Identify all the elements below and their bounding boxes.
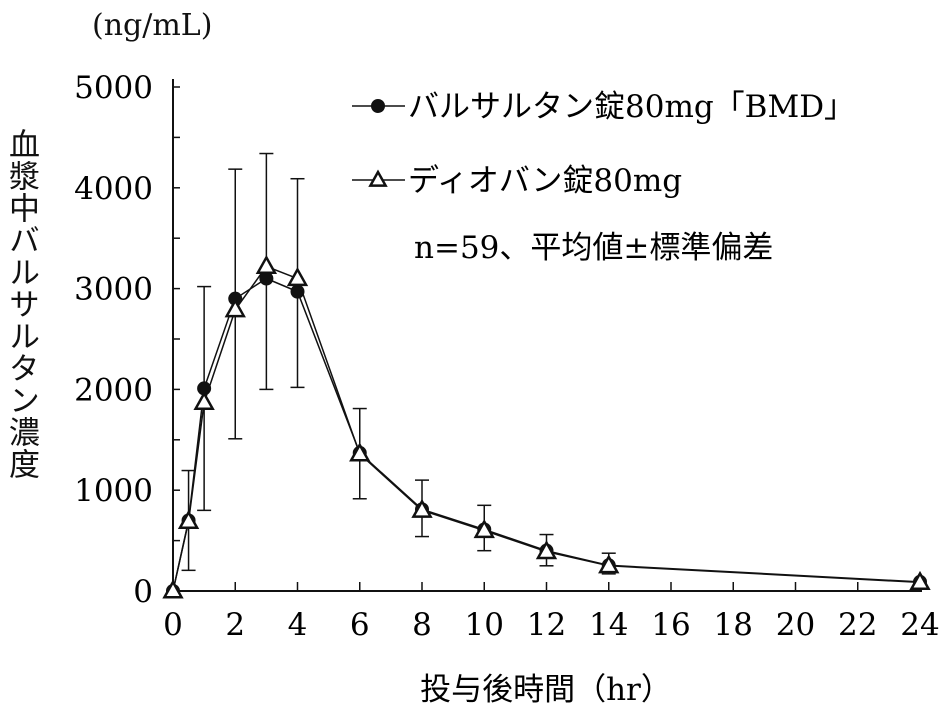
data-point-triangle	[473, 518, 495, 539]
x-tick-label: 22	[838, 607, 877, 643]
data-point-triangle	[162, 579, 184, 599]
x-tick-label: 10	[465, 607, 504, 643]
y-tick-label: 3000	[74, 272, 153, 308]
x-tick-label: 12	[527, 607, 566, 643]
x-axis-label: 投与後時間（hr）	[420, 672, 672, 708]
legend-label: バルサルタン錠80mg「BMD」	[408, 89, 855, 125]
data-point-triangle	[193, 390, 215, 411]
data-point-triangle	[255, 254, 278, 274]
x-tick-label: 18	[714, 607, 753, 643]
data-point-triangle	[177, 509, 200, 529]
data-point-triangle	[598, 554, 620, 574]
series-line-1	[172, 277, 921, 592]
data-point-triangle	[535, 540, 558, 560]
x-tick-label: 14	[589, 607, 628, 643]
x-tick-label: 24	[900, 607, 939, 643]
x-tick-label: 16	[651, 607, 690, 643]
legend-marker-circle	[371, 99, 385, 113]
series-line-2	[172, 265, 921, 592]
y-tick-label: 0	[133, 574, 153, 610]
y-axis-unit: (ng/mL)	[92, 8, 213, 43]
data-point-circle	[259, 271, 274, 286]
data-point-triangle	[286, 266, 309, 287]
y-tick-label: 1000	[74, 473, 153, 509]
data-point-triangle	[224, 298, 246, 318]
legend-label: ディオバン錠80mg	[408, 163, 682, 199]
x-tick-label: 20	[776, 607, 815, 643]
x-tick-label: 6	[350, 607, 370, 643]
data-point-triangle	[411, 498, 433, 518]
x-tick-label: 0	[163, 607, 183, 643]
x-tick-label: 2	[225, 607, 245, 643]
x-tick-label: 4	[288, 607, 308, 643]
data-point-triangle	[909, 570, 931, 590]
data-point-triangle	[349, 442, 371, 462]
y-tick-label: 2000	[74, 372, 153, 408]
y-tick-label: 4000	[74, 171, 153, 207]
x-tick-label: 8	[412, 607, 432, 643]
legend-marker-triangle	[368, 169, 388, 187]
annotation-text: n=59、平均値±標準偏差	[414, 230, 773, 266]
y-tick-label: 5000	[74, 70, 153, 106]
y-axis-label: 血漿中バルサルタン濃度	[3, 128, 39, 480]
